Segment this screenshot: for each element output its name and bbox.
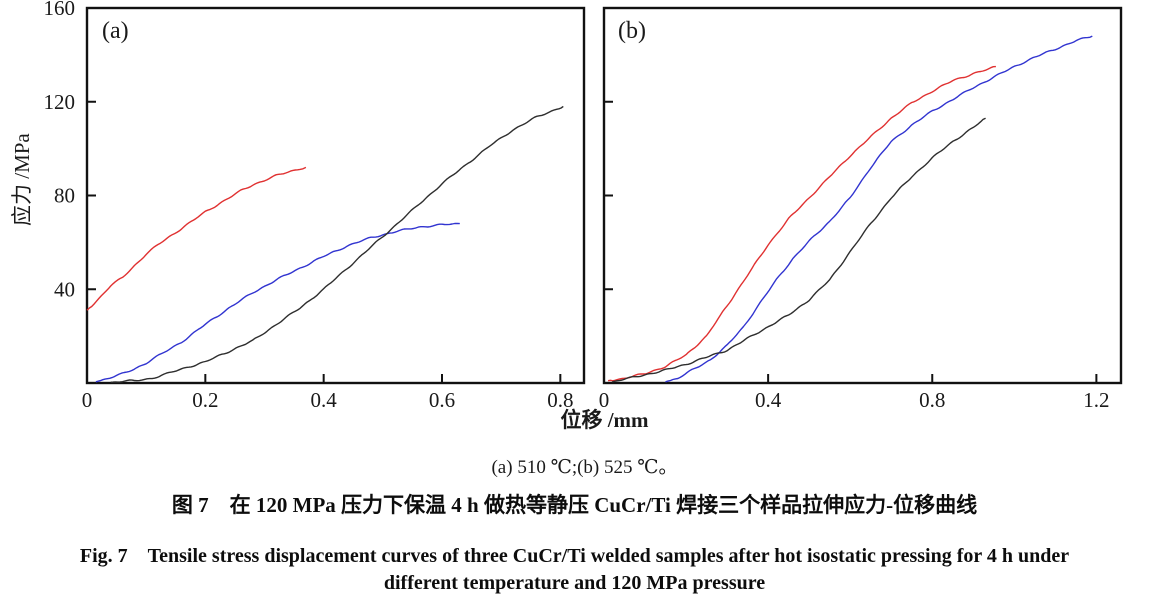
- y-tick-label: 80: [54, 184, 75, 208]
- subcaption: (a) 510 ℃;(b) 525 ℃。: [491, 457, 678, 478]
- y-tick-label: 120: [44, 90, 76, 114]
- curve-black-panel-b: [612, 117, 986, 383]
- x-tick-label: 0.4: [311, 388, 338, 412]
- x-axis-title: 位移 /mm: [560, 408, 649, 432]
- x-tick-label: 0.4: [755, 388, 782, 412]
- plot-frame-panel-b: [602, 6, 1123, 385]
- plot-frame-panel-a: [85, 6, 586, 385]
- x-tick-label: 0.8: [919, 388, 945, 412]
- curve-blue-panel-a: [95, 222, 460, 383]
- y-tick-label: 160: [44, 0, 76, 20]
- x-tick-label: 0.6: [429, 388, 455, 412]
- chart-canvas: 0 0.2 0.4 0.6 0.8 40 80 120 160 0 0.4 0.8 1.2: [44, 0, 1123, 412]
- caption-chinese: 图 7 在 120 MPa 压力下保温 4 h 做热等静压 CuCr/Ti 焊接…: [171, 493, 978, 517]
- curve-red-panel-a: [86, 166, 307, 311]
- curve-red-panel-b: [607, 65, 996, 382]
- x-tick-label: 0.2: [192, 388, 218, 412]
- x-tick-label: 1.2: [1083, 388, 1109, 412]
- x-tick-label: 0: [599, 388, 610, 412]
- y-axis-title: 应力 /MPa: [10, 133, 34, 226]
- x-tick-label: 0: [82, 388, 93, 412]
- curve-blue-panel-b: [665, 35, 1093, 383]
- caption-english-line1: Fig. 7 Tensile stress displacement curve…: [79, 545, 1070, 567]
- y-tick-label: 40: [54, 277, 75, 301]
- x-tick-label: 0.8: [547, 388, 573, 412]
- panel-b-label: (b): [618, 18, 646, 44]
- panel-a-label: (a): [102, 18, 129, 44]
- caption-english-line2: different temperature and 120 MPa pressu…: [383, 572, 766, 594]
- curve-black-panel-a: [110, 105, 564, 383]
